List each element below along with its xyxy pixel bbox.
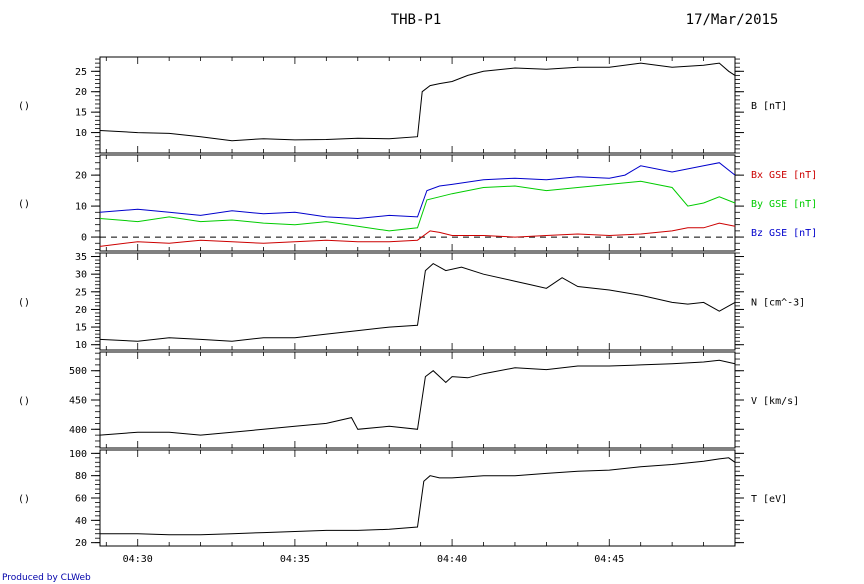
series-line-t — [100, 457, 736, 536]
y-tick-label: 100 — [69, 449, 87, 460]
series-line-b — [99, 62, 736, 142]
panel-bgse: 0 10 20 () — [18, 154, 744, 252]
y-tick-label: 20 — [75, 171, 87, 182]
panel-frame — [99, 351, 736, 449]
panel-left-label: () — [18, 298, 30, 309]
panel-frame — [99, 449, 736, 547]
series-label: By GSE [nT] — [751, 199, 817, 210]
series-line-by — [99, 180, 736, 232]
x-tick-label: 04:40 — [437, 554, 467, 565]
panel-b: 10 15 20 25 () — [18, 56, 744, 154]
y-tick-label: 25 — [75, 287, 87, 298]
panel-left-label: () — [18, 396, 30, 407]
series-line-v — [99, 359, 736, 436]
series-label: Bx GSE [nT] — [751, 170, 817, 181]
y-tick-label: 10 — [75, 128, 87, 139]
y-tick-label: 15 — [75, 323, 87, 334]
series-label: T [eV] — [751, 494, 787, 505]
chart-date: 17/Mar/2015 — [686, 12, 779, 28]
panel-left-label: () — [18, 101, 30, 112]
chart-title: THB-P1 — [391, 12, 442, 28]
panel-n: 10 15 20 25 30 35 () — [18, 252, 744, 351]
series-label: V [km/s] — [751, 396, 799, 407]
credit-footer: Produced by CLWeb — [2, 573, 91, 583]
y-tick-label: 60 — [75, 494, 87, 505]
series-label: Bz GSE [nT] — [751, 228, 817, 239]
y-tick-label: 400 — [69, 425, 87, 436]
y-tick-label: 10 — [75, 340, 87, 351]
y-tick-label: 450 — [69, 396, 87, 407]
panel-left-label: () — [18, 199, 30, 210]
panel-t: 20 40 60 80 100 () — [18, 449, 744, 549]
y-tick-label: 40 — [75, 516, 87, 527]
y-tick-label: 35 — [75, 252, 87, 263]
series-line-bz — [99, 162, 736, 220]
panel-left-label: () — [18, 494, 30, 505]
panel-v: 400 450 500 () — [18, 351, 744, 449]
y-tick-label: 20 — [75, 305, 87, 316]
y-tick-label: 10 — [75, 202, 87, 213]
y-tick-label: 20 — [75, 538, 87, 549]
x-tick-label: 04:30 — [123, 554, 153, 565]
panel-frame — [99, 252, 736, 351]
y-tick-label: 20 — [75, 87, 87, 98]
y-tick-label: 15 — [75, 108, 87, 119]
panel-frame — [99, 56, 736, 154]
x-tick-label: 04:35 — [280, 554, 310, 565]
y-tick-label: 80 — [75, 471, 87, 482]
x-tick-label: 04:45 — [594, 554, 624, 565]
series-label: N [cm^-3] — [751, 298, 805, 309]
y-tick-label: 500 — [69, 366, 87, 377]
series-line-n — [99, 262, 736, 342]
y-tick-label: 30 — [75, 270, 87, 281]
series-label: B [nT] — [751, 101, 787, 112]
y-tick-label: 25 — [75, 67, 87, 78]
series-line-bx — [99, 222, 736, 247]
y-tick-label: 0 — [81, 233, 87, 244]
